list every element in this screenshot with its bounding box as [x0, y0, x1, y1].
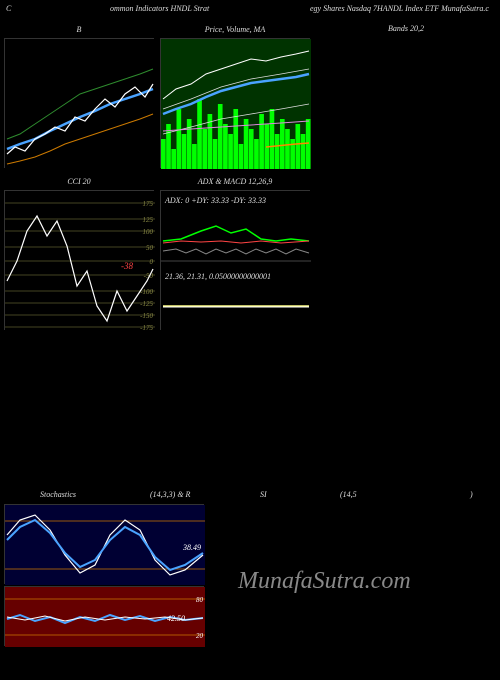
svg-text:50: 50 — [146, 244, 154, 252]
bt-c: SI — [260, 490, 267, 499]
svg-text:-150: -150 — [140, 312, 153, 320]
header-right: egy Shares Nasdaq 7HANDL Index ETF Munaf… — [310, 4, 489, 13]
header-left: C — [6, 4, 11, 13]
chart-c-svg: 175125100500-50-100-125-150-175-38 — [5, 191, 155, 331]
chart-d-svg: ADX: 0 +DY: 33.33 -DY: 33.33 21.36, 21.31… — [161, 191, 311, 331]
bt-a: Stochastics — [40, 490, 76, 499]
top-row: B Price, Volume, MA Bands 20,2 — [0, 38, 500, 168]
panel-bollinger-left: B — [4, 38, 154, 168]
mid-row: CCI 20 175125100500-50-100-125-150-175-3… — [0, 190, 500, 330]
panel-b-title: Price, Volume, MA — [161, 25, 309, 34]
svg-text:0: 0 — [150, 258, 154, 266]
svg-text:-175: -175 — [140, 324, 153, 331]
panel-cci: CCI 20 175125100500-50-100-125-150-175-3… — [4, 190, 154, 330]
svg-text:80: 80 — [196, 596, 204, 604]
panel-c-title: CCI 20 — [5, 177, 153, 186]
svg-text:38.49: 38.49 — [182, 543, 201, 552]
svg-text:42.50: 42.50 — [167, 614, 185, 623]
bt-e: ) — [470, 490, 473, 499]
svg-text:-38: -38 — [121, 261, 133, 271]
chart-a-svg — [5, 39, 155, 169]
panel-rsi: 80 20 42.50 — [4, 586, 204, 646]
bt-d: (14,5 — [340, 490, 357, 499]
svg-text:21.36, 21.31, 0.05000000000001: 21.36, 21.31, 0.05000000000001 — [165, 272, 271, 281]
panel-adx-macd: ADX & MACD 12,26,9 ADX: 0 +DY: 33.33 -DY… — [160, 190, 310, 330]
panel-stochastics: 38.49 — [4, 504, 204, 584]
panel-price-volume: Price, Volume, MA — [160, 38, 310, 168]
panel-a-title: B — [5, 25, 153, 34]
watermark: MunafaSutra.com — [238, 568, 411, 595]
chart-f-svg: 80 20 42.50 — [5, 587, 205, 647]
svg-text:-125: -125 — [140, 300, 153, 308]
svg-text:175: 175 — [143, 200, 154, 208]
panel-bands-title: Bands 20,2 — [316, 24, 496, 168]
svg-text:125: 125 — [143, 216, 154, 224]
panel-d-title: ADX & MACD 12,26,9 — [161, 177, 309, 186]
bottom-section-title: Stochastics (14,3,3) & R SI (14,5 ) — [0, 490, 500, 504]
page-header: C ommon Indicators HNDL Strat egy Shares… — [0, 0, 500, 20]
svg-text:ADX: 0 +DY: 33.33 -DY: 33.33: ADX: 0 +DY: 33.33 -DY: 33.33 — [164, 196, 266, 205]
chart-b-svg — [161, 39, 311, 169]
svg-text:100: 100 — [143, 228, 154, 236]
svg-text:20: 20 — [196, 632, 204, 640]
bt-b: (14,3,3) & R — [150, 490, 190, 499]
header-mid: ommon Indicators HNDL Strat — [110, 4, 209, 13]
panel-b-title-text: Price, Volume, MA — [205, 25, 265, 34]
chart-e-svg: 38.49 — [5, 505, 205, 585]
